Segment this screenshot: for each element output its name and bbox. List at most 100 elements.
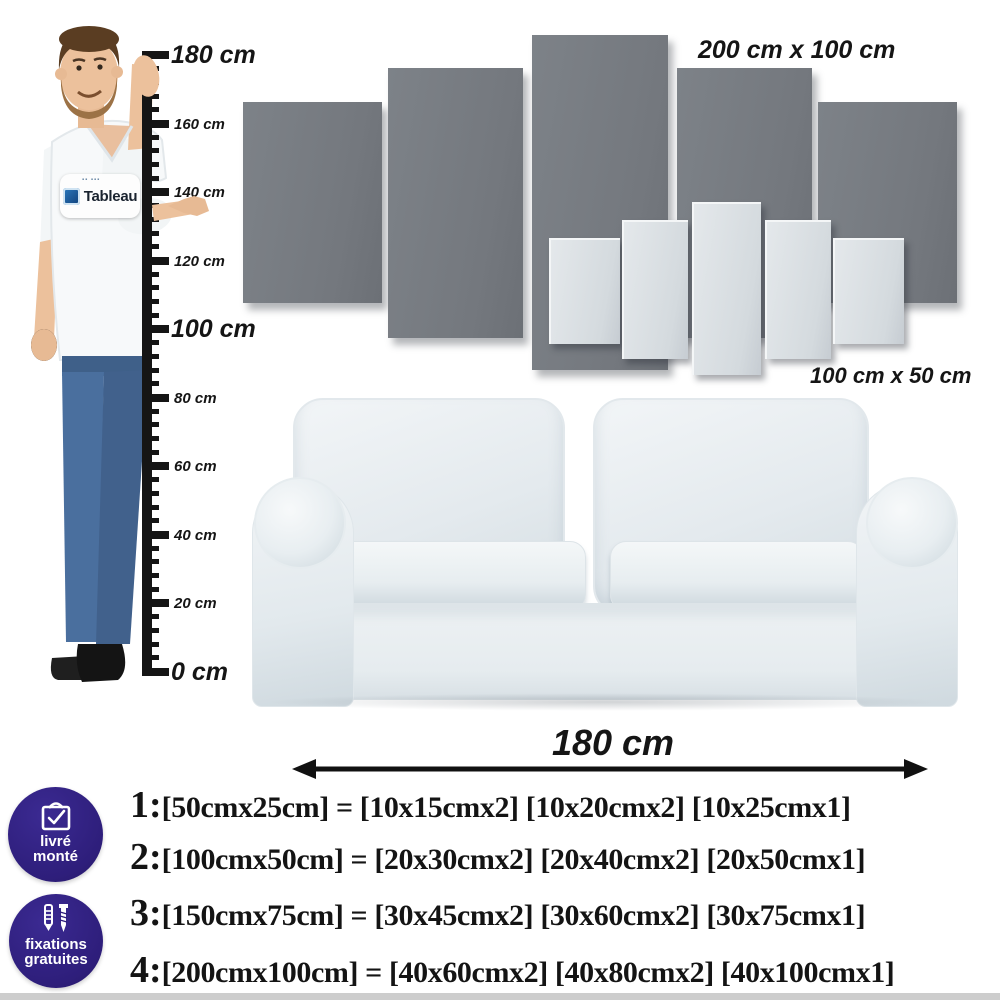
man-gripping-hand <box>132 55 160 97</box>
ruler-label: 20 cm <box>174 595 217 612</box>
man-pointing-hand <box>168 196 209 216</box>
screws-icon <box>44 904 68 932</box>
size-option-text: [150cmx75cm] = [30x45cmx2] [30x60cmx2] [… <box>161 899 866 932</box>
size-option-text: [200cmx100cm] = [40x60cmx2] [40x80cmx2] … <box>161 956 895 989</box>
size-option-text: [100cmx50cm] = [20x30cmx2] [20x40cmx2] [… <box>161 843 866 876</box>
man-jeans-right-leg <box>96 370 148 644</box>
ruler-minor-tick <box>142 244 159 250</box>
badge-text-line: gratuites <box>24 951 88 968</box>
ruler-minor-tick <box>142 559 159 565</box>
ruler-minor-tick <box>142 203 159 209</box>
man-ear <box>111 66 123 78</box>
ruler-major-tick <box>142 51 169 59</box>
ruler-major-tick <box>142 667 169 676</box>
man-hands-overlay <box>132 55 209 221</box>
logo-decoration: ▪▪ ▪▪▪ <box>82 177 101 183</box>
height-ruler <box>142 51 152 675</box>
ruler-minor-tick <box>142 545 159 551</box>
ruler-minor-tick <box>142 148 159 154</box>
sofa-seat-cushion-right <box>610 541 864 611</box>
man-eyebrow <box>93 57 107 62</box>
sofa-skirt <box>258 603 952 700</box>
badge-delivered-assembled: livré monté <box>8 787 103 882</box>
size-option-row-2: 2:[100cmx50cm] = [20x30cmx2] [20x40cmx2]… <box>130 835 866 879</box>
image-bottom-edge <box>0 993 1000 1000</box>
man-jeans-left-leg <box>62 372 104 642</box>
logo-brand-text: Tableau <box>83 187 138 205</box>
man-hair-top <box>59 26 119 52</box>
ruler-minor-tick <box>142 449 159 455</box>
canvas-panel-small-1 <box>549 238 620 344</box>
ruler-minor-tick <box>142 627 159 633</box>
sofa-arm-cap-right <box>866 477 958 569</box>
ruler-minor-tick <box>142 134 159 140</box>
ruler-label: 60 cm <box>174 458 217 475</box>
canvas-panel-small-4 <box>765 220 831 359</box>
shirt-logo: ▪▪ ▪▪▪ Tableau <box>60 174 140 218</box>
logo-icon <box>62 187 80 205</box>
ruler-minor-tick <box>142 107 159 113</box>
man-smile <box>77 89 102 98</box>
badge-text-line: fixations <box>25 936 87 953</box>
ruler-minor-tick <box>142 504 159 510</box>
ruler-minor-tick <box>142 641 159 647</box>
ruler-major-tick <box>142 256 169 265</box>
badge-text-line: livré <box>40 833 71 850</box>
bag-check-icon <box>41 802 70 831</box>
ruler-minor-tick <box>142 271 159 277</box>
sofa-shadow <box>263 693 943 711</box>
ruler-label: 180 cm <box>171 41 256 69</box>
ruler-minor-tick <box>142 436 159 442</box>
man-collar <box>84 123 134 163</box>
ruler-minor-tick <box>142 353 159 359</box>
ruler-minor-tick <box>142 230 159 236</box>
ruler-minor-tick <box>142 586 159 592</box>
canvas-panel-small-2 <box>622 220 688 359</box>
ruler-minor-tick <box>142 312 159 318</box>
size-option-row-4: 4:[200cmx100cm] = [40x60cmx2] [40x80cmx2… <box>130 948 895 992</box>
ruler-label: 80 cm <box>174 389 217 407</box>
canvas-panel-large-2 <box>388 68 523 338</box>
man-shoe-front <box>76 644 126 682</box>
size-option-number: 1: <box>130 784 162 826</box>
ruler-major-tick <box>142 119 169 128</box>
ruler-label: 100 cm <box>171 315 256 343</box>
ruler-label: 0 cm <box>171 657 228 686</box>
small-set-size-label: 100 cm x 50 cm <box>810 363 972 388</box>
ruler-minor-tick <box>142 367 159 373</box>
size-option-number: 2: <box>130 836 162 878</box>
sofa-width-label: 180 cm <box>551 722 675 763</box>
ruler-minor-tick <box>142 655 159 661</box>
ruler-minor-tick <box>142 175 159 181</box>
ruler-minor-tick <box>142 285 159 291</box>
man-eye <box>76 65 82 71</box>
canvas-panel-small-5 <box>833 238 904 344</box>
size-option-text: [50cmx25cm] = [10x15cmx2] [10x20cmx2] [1… <box>161 791 851 824</box>
ruler-minor-tick <box>142 381 159 387</box>
size-option-number: 3: <box>130 892 162 934</box>
ruler-minor-tick <box>142 340 159 346</box>
ruler-minor-tick <box>142 573 159 579</box>
badge-free-fixings: fixations gratuites <box>9 894 103 988</box>
ruler-minor-tick <box>142 477 159 483</box>
man-eye <box>97 64 103 70</box>
man-left-hand <box>31 329 57 361</box>
ruler-major-tick <box>142 599 169 607</box>
ruler-minor-tick <box>142 422 159 428</box>
ruler-major-tick <box>142 325 169 333</box>
man-ear <box>55 68 67 80</box>
large-set-size-label: 200 cm x 100 cm <box>698 36 896 64</box>
sofa-arm-cap-left <box>254 477 346 569</box>
ruler-minor-tick <box>142 216 159 222</box>
badge-text-line: monté <box>33 848 78 865</box>
man-vneck <box>86 124 132 160</box>
canvas-panel-large-1 <box>243 102 382 303</box>
size-option-row-3: 3:[150cmx75cm] = [30x45cmx2] [30x60cmx2]… <box>130 891 866 935</box>
ruler-minor-tick <box>142 162 159 168</box>
ruler-major-tick <box>142 393 169 402</box>
ruler-major-tick <box>142 530 169 539</box>
ruler-label: 160 cm <box>174 115 225 133</box>
size-option-number: 4: <box>130 949 162 991</box>
arrow-right-head <box>904 759 928 779</box>
